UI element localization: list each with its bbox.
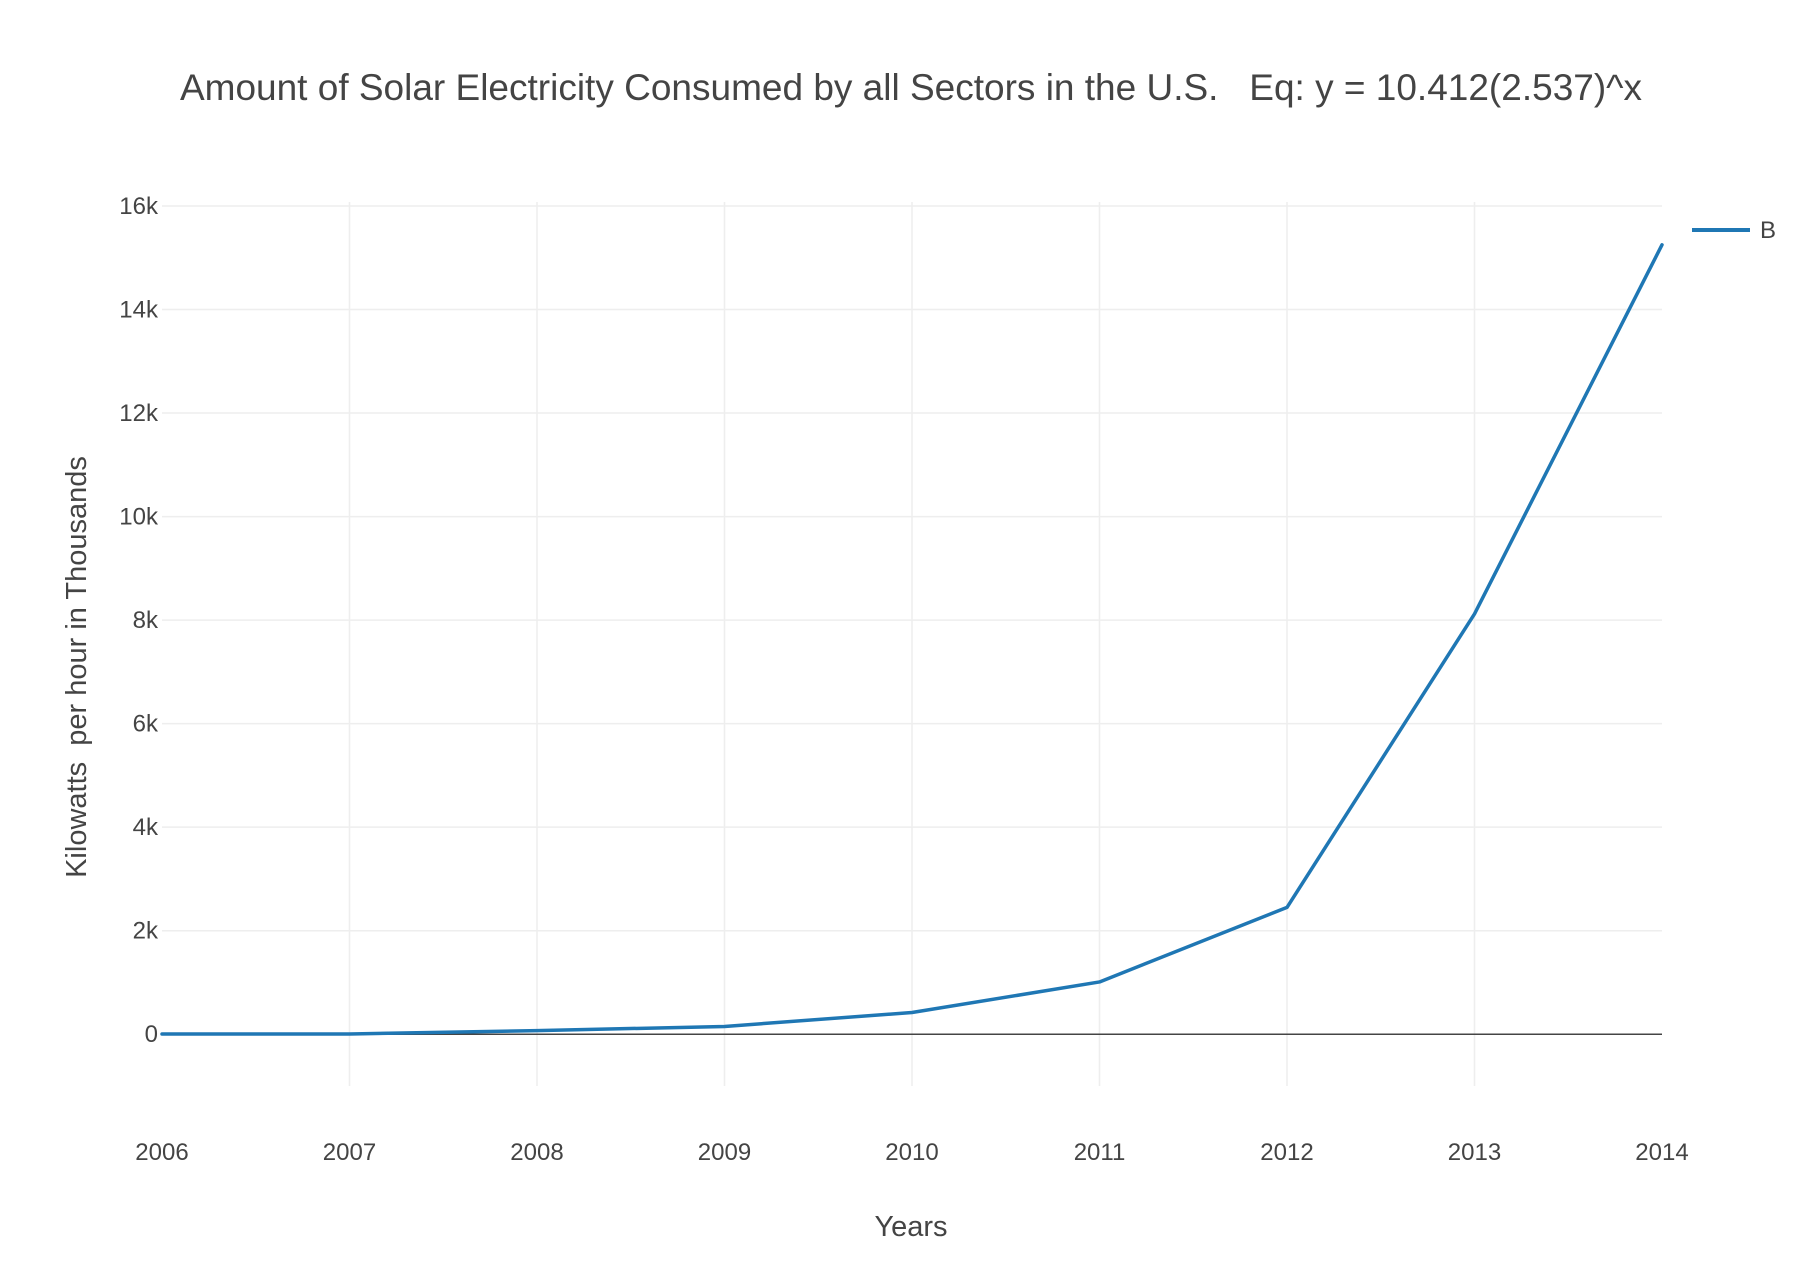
legend-label: B <box>1760 217 1776 244</box>
x-axis: 2006 2007 2008 2009 2010 2011 2012 2013 2014 <box>135 1139 1688 1166</box>
y-tick-label: 6k <box>133 711 159 738</box>
y-tick-label: 4k <box>133 814 159 841</box>
x-tick-label: 2007 <box>323 1139 376 1166</box>
x-tick-label: 2006 <box>135 1139 188 1166</box>
y-tick-label: 12k <box>119 400 159 427</box>
y-axis-title: Kilowatts per hour in Thousands <box>61 456 93 878</box>
y-tick-label: 8k <box>133 607 159 634</box>
y-tick-label: 14k <box>119 297 159 324</box>
x-tick-label: 2011 <box>1074 1139 1126 1166</box>
y-axis: 0 2k 4k 6k 8k 10k 12k 14k 16k <box>119 193 159 1048</box>
x-axis-title: Years <box>874 1211 947 1243</box>
y-tick-label: 0 <box>145 1021 158 1048</box>
y-tick-label: 10k <box>119 504 159 531</box>
x-tick-label: 2010 <box>885 1139 938 1166</box>
y-tick-label: 16k <box>119 193 159 220</box>
x-tick-label: 2008 <box>510 1139 563 1166</box>
x-tick-label: 2014 <box>1635 1139 1688 1166</box>
series-layer <box>160 243 1664 1036</box>
x-tick-label: 2013 <box>1448 1139 1501 1166</box>
y-tick-label: 2k <box>133 918 159 945</box>
legend[interactable]: B <box>1692 217 1776 244</box>
x-tick-label: 2009 <box>698 1139 751 1166</box>
chart-title: Amount of Solar Electricity Consumed by … <box>180 67 1643 108</box>
x-tick-label: 2012 <box>1260 1139 1313 1166</box>
grid <box>162 202 1662 1086</box>
